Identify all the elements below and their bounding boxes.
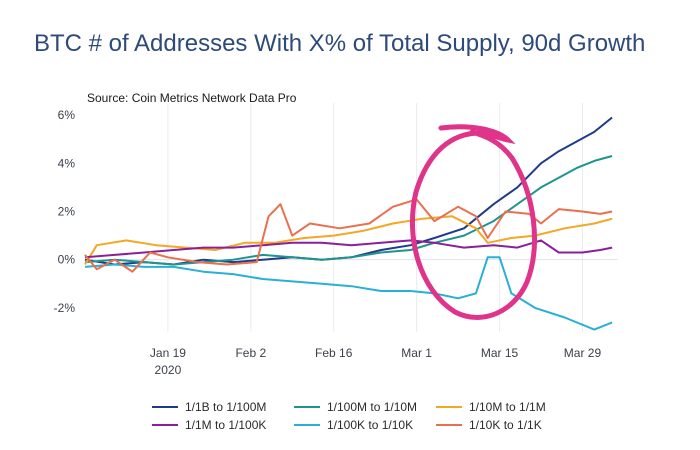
legend-label: 1/10M to 1/1M xyxy=(469,400,546,414)
axis-layer: Jan 19 2020 Feb 2 Feb 16 Mar 1 Mar 15 Mar 29 6%… xyxy=(54,108,602,377)
grid-layer xyxy=(85,103,618,332)
x-tick-label: Mar 1 xyxy=(401,346,432,360)
legend-item[interactable]: 1/1M to 1/100K xyxy=(152,418,266,432)
x-tick-label: Feb 2 xyxy=(235,346,266,360)
legend-item[interactable]: 1/10M to 1/1M xyxy=(436,400,546,414)
highlight-circle-annotation xyxy=(410,124,537,320)
series-line-3 xyxy=(84,215,613,266)
legend-item[interactable]: 1/100M to 1/10M xyxy=(294,400,417,414)
legend-label: 1/1B to 1/100M xyxy=(185,400,266,414)
legend-item[interactable]: 1/100K to 1/10K xyxy=(294,418,413,432)
y-tick-label: 2% xyxy=(58,204,76,218)
y-tick-label: -2% xyxy=(54,301,76,315)
y-tick-label: 6% xyxy=(58,108,76,122)
legend: 1/1B to 1/100M 1/100M to 1/10M 1/10M to 1/… xyxy=(152,400,546,432)
x-tick-sublabel: 2020 xyxy=(155,363,182,377)
legend-label: 1/1M to 1/100K xyxy=(185,418,266,432)
x-tick-label: Jan 19 xyxy=(150,346,186,360)
legend-item[interactable]: 1/1B to 1/100M xyxy=(152,400,266,414)
series-line-5 xyxy=(84,256,613,331)
y-tick-label: 4% xyxy=(58,156,76,170)
legend-label: 1/100K to 1/10K xyxy=(327,418,413,432)
series-line-2 xyxy=(84,155,613,266)
source-note: Source: Coin Metrics Network Data Pro xyxy=(87,91,297,105)
series-line-4 xyxy=(84,239,613,259)
y-tick-label: 0% xyxy=(58,253,76,267)
x-tick-label: Mar 29 xyxy=(564,346,602,360)
legend-item[interactable]: 1/10K to 1/1K xyxy=(436,418,542,432)
chart-title: BTC # of Addresses With X% of Total Supp… xyxy=(34,30,646,57)
x-tick-label: Mar 15 xyxy=(481,346,519,360)
annotation-layer xyxy=(410,124,537,320)
series-layer xyxy=(84,116,613,331)
x-tick-label: Feb 16 xyxy=(315,346,353,360)
legend-label: 1/100M to 1/10M xyxy=(327,400,417,414)
legend-label: 1/10K to 1/1K xyxy=(469,418,542,432)
